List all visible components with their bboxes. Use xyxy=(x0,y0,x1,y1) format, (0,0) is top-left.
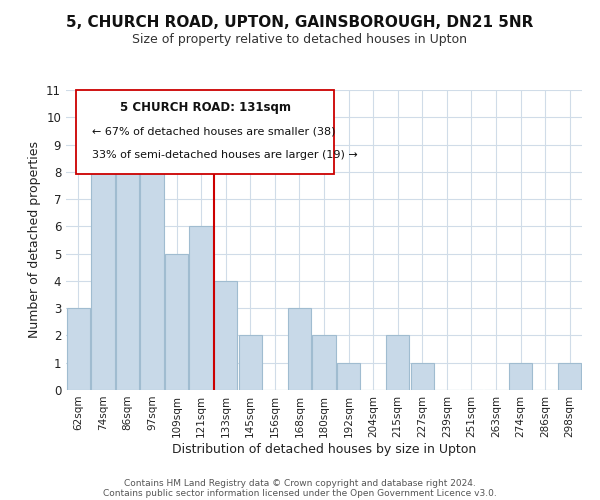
Bar xyxy=(386,336,409,390)
Text: Contains public sector information licensed under the Open Government Licence v3: Contains public sector information licen… xyxy=(103,488,497,498)
Bar xyxy=(558,362,581,390)
Text: ← 67% of detached houses are smaller (38): ← 67% of detached houses are smaller (38… xyxy=(92,126,335,136)
Bar xyxy=(140,172,164,390)
FancyBboxPatch shape xyxy=(76,90,334,174)
Bar xyxy=(337,362,360,390)
Bar xyxy=(67,308,90,390)
Text: 5 CHURCH ROAD: 131sqm: 5 CHURCH ROAD: 131sqm xyxy=(120,100,291,114)
Bar xyxy=(190,226,213,390)
Text: Contains HM Land Registry data © Crown copyright and database right 2024.: Contains HM Land Registry data © Crown c… xyxy=(124,478,476,488)
Bar xyxy=(116,144,139,390)
Bar xyxy=(165,254,188,390)
Text: Size of property relative to detached houses in Upton: Size of property relative to detached ho… xyxy=(133,32,467,46)
Bar xyxy=(288,308,311,390)
Y-axis label: Number of detached properties: Number of detached properties xyxy=(28,142,41,338)
Bar xyxy=(239,336,262,390)
Bar xyxy=(214,281,238,390)
Bar xyxy=(313,336,335,390)
Bar xyxy=(410,362,434,390)
Bar xyxy=(509,362,532,390)
Text: 33% of semi-detached houses are larger (19) →: 33% of semi-detached houses are larger (… xyxy=(92,150,358,160)
Text: 5, CHURCH ROAD, UPTON, GAINSBOROUGH, DN21 5NR: 5, CHURCH ROAD, UPTON, GAINSBOROUGH, DN2… xyxy=(67,15,533,30)
Bar xyxy=(91,172,115,390)
X-axis label: Distribution of detached houses by size in Upton: Distribution of detached houses by size … xyxy=(172,442,476,456)
